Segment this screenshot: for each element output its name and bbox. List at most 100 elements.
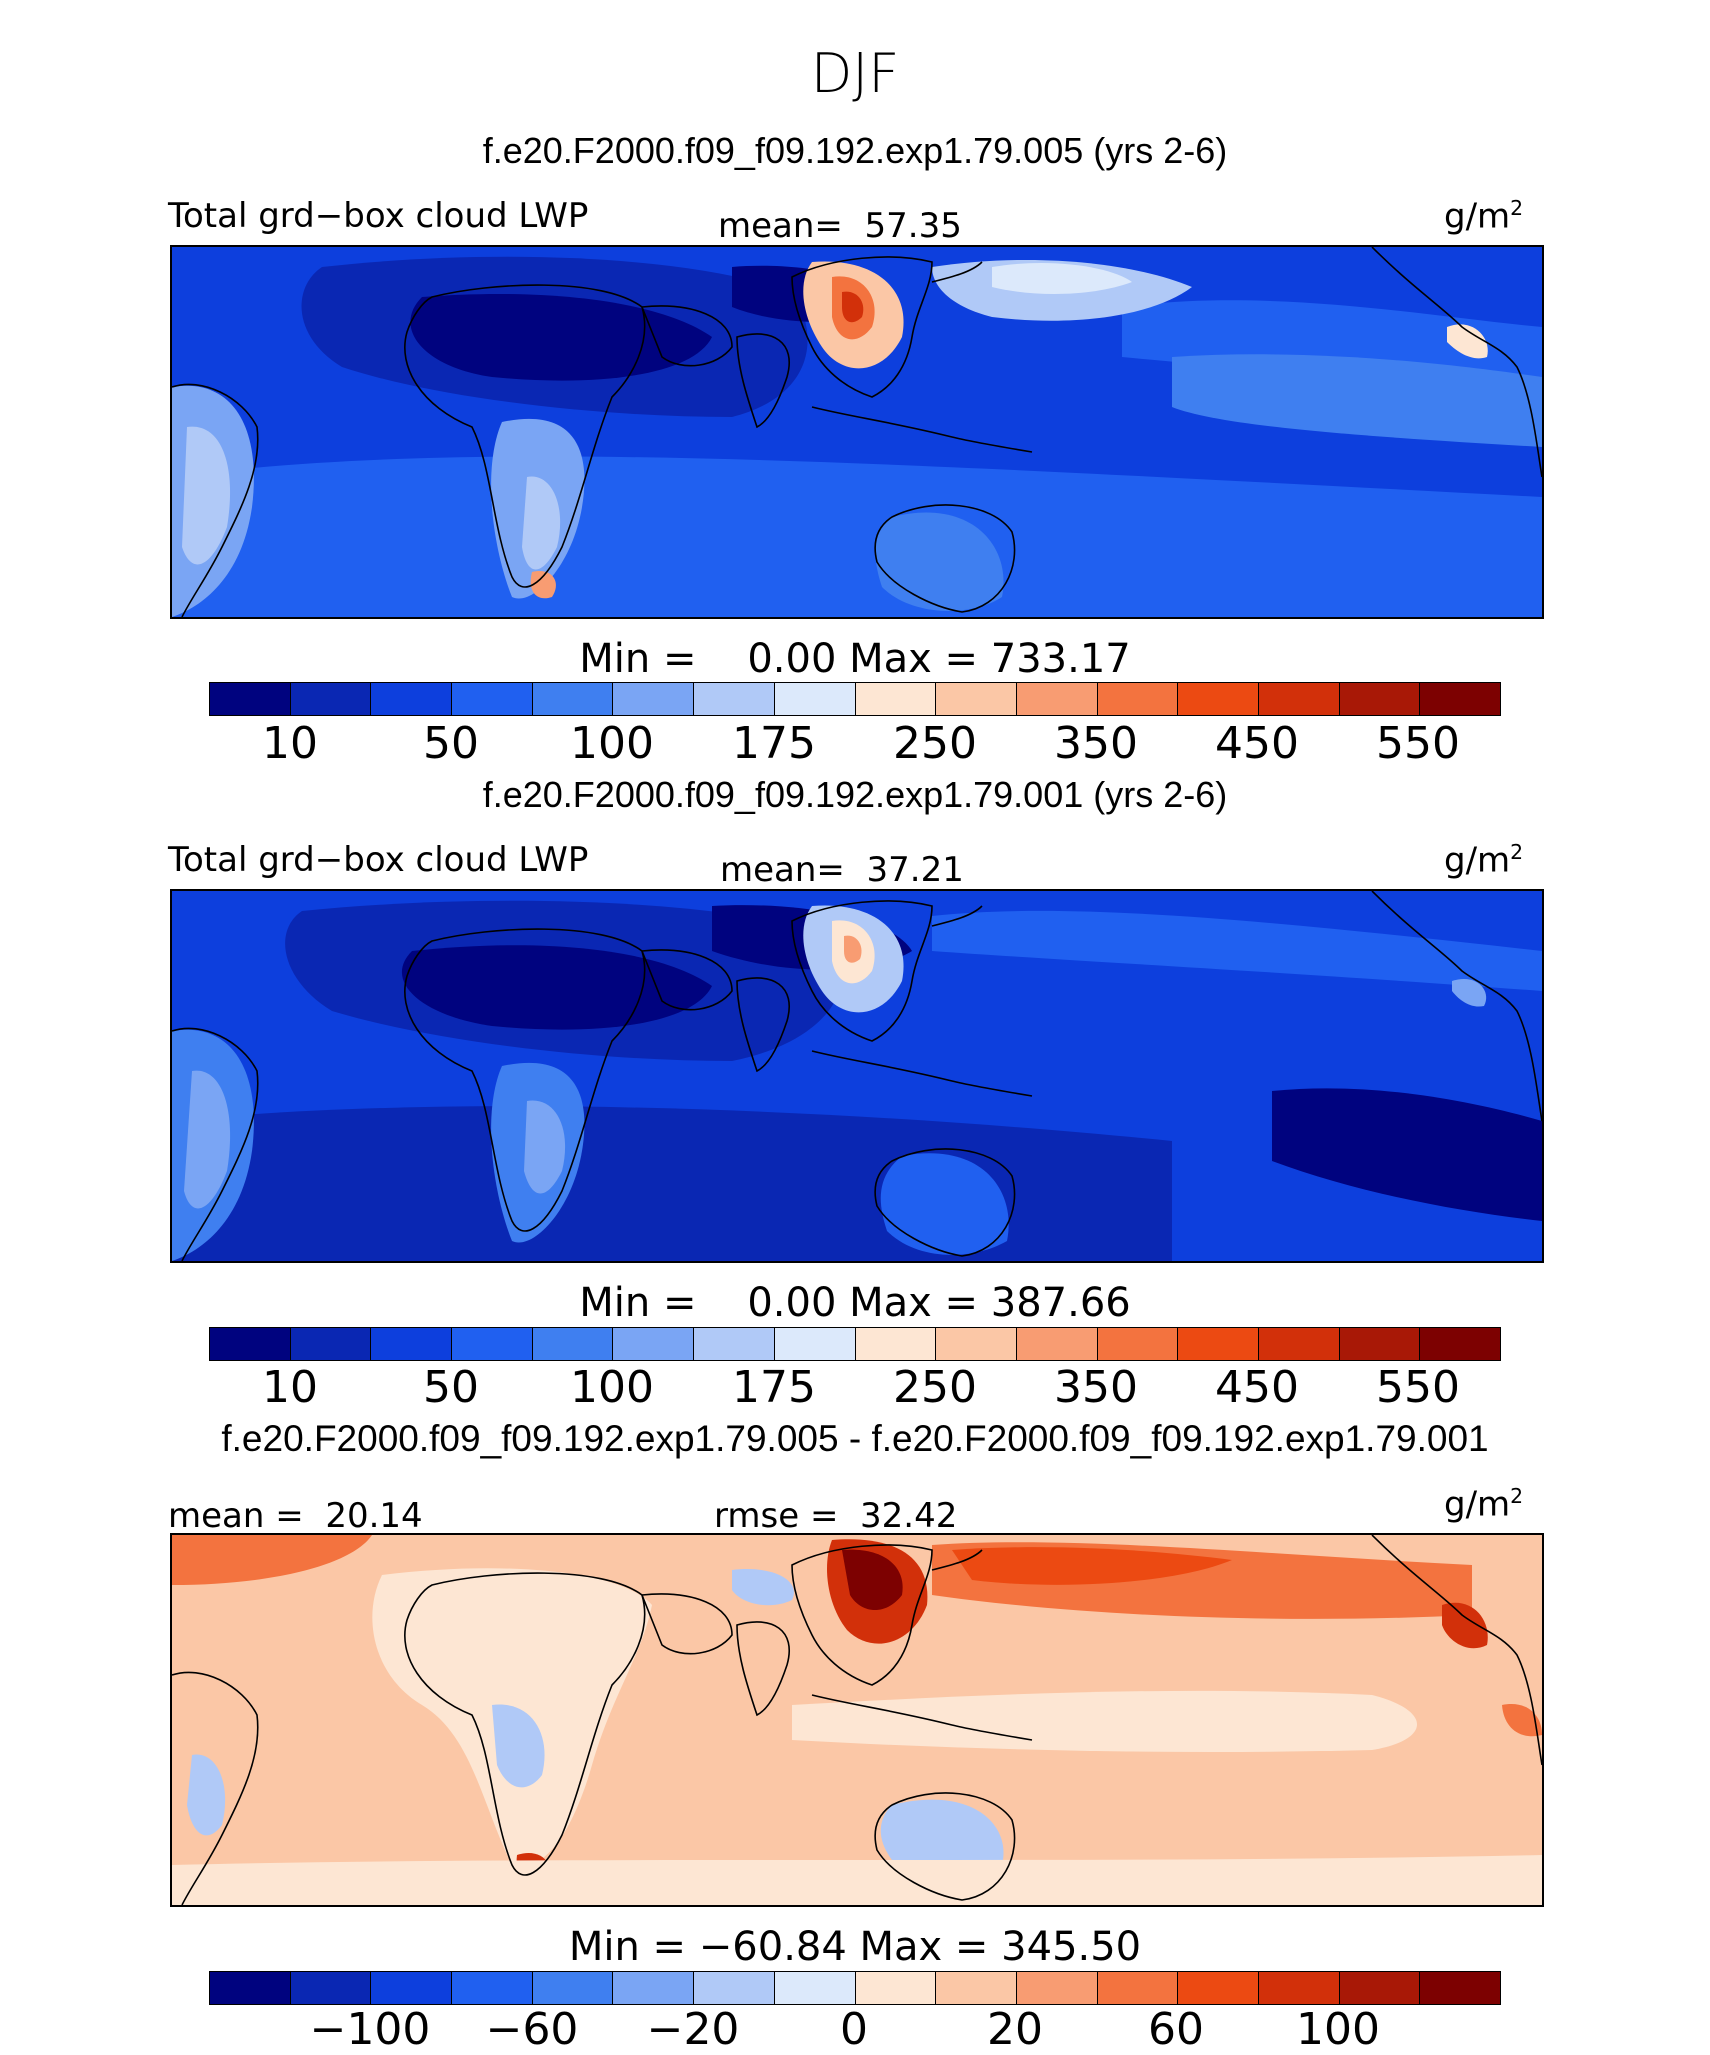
panel-3-colorbar-swatch	[290, 1972, 372, 2004]
panel-2-colorbar-swatch	[532, 1328, 614, 1360]
panel-3-band-arabia-blue	[732, 1569, 794, 1606]
panel-3-case-title: f.e20.F2000.f09_f09.192.exp1.79.005 - f.…	[221, 1418, 1489, 1459]
panel-1-coast-asia	[791, 256, 933, 398]
panel-3-band-north-atlantic	[172, 1535, 372, 1585]
panel-1-colorbar-swatch	[371, 683, 453, 715]
panel-1-colorbar-swatch	[1420, 683, 1500, 715]
panel-1-band-kuroshio-pale	[992, 262, 1132, 294]
panel-2-colorbar-swatch	[1016, 1328, 1098, 1360]
panel-2-colorbar-swatch	[1339, 1328, 1421, 1360]
panel-3-colorbar-tick-label: 100	[1296, 2004, 1380, 2055]
panel-3-coast-australia	[874, 1792, 1016, 1901]
panel-2-colorbar-swatch	[452, 1328, 533, 1360]
panel-1-colorbar-swatch	[855, 683, 937, 715]
panel-2-coast-indonesia	[811, 1050, 1033, 1097]
panel-2-coast-australia	[874, 1148, 1016, 1257]
panel-1-colorbar-swatch	[613, 683, 695, 715]
panel-1-colorbar-tick-label: 350	[1054, 718, 1138, 769]
panel-1-units-label: g/m2	[1444, 196, 1524, 237]
panel-1-colorbar-swatch	[1339, 683, 1421, 715]
panel-1-heatmap-map	[170, 245, 1544, 619]
panel-3-colorbar-swatch	[1258, 1972, 1340, 2004]
panel-3-coast-japan	[931, 1549, 983, 1571]
panel-3-units-label: g/m2	[1444, 1484, 1524, 1525]
panel-3-coast-arabia	[640, 1593, 733, 1655]
panel-3-band-tropical-pale	[792, 1690, 1417, 1752]
panel-2-colorbar-tick-label: 50	[423, 1362, 479, 1413]
panel-2-colorbar-swatch	[1420, 1328, 1500, 1360]
panel-1-band-pacific-blue	[1172, 354, 1542, 447]
panel-3-colorbar-swatch	[694, 1972, 775, 2004]
panel-2-band-australia	[880, 1153, 1009, 1255]
panel-2-units-label: g/m2	[1444, 840, 1524, 881]
panel-2-variable-label: Total grd−box cloud LWP	[168, 840, 589, 880]
panel-3-band-central-america	[1442, 1602, 1488, 1649]
panel-2-band-south-america-light	[184, 1070, 231, 1209]
panel-3-colorbar-swatch	[371, 1972, 453, 2004]
panel-1-colorbar-tick-label: 10	[262, 718, 318, 769]
panel-2-colorbar-tick-label: 175	[732, 1362, 816, 1413]
panel-3-rmse-label: rmse = 32.42	[714, 1496, 958, 1536]
panel-3-min-max-label: Min = −60.84 Max = 345.50	[568, 1924, 1142, 1970]
panel-1-colorbar-tick-label: 450	[1215, 718, 1299, 769]
panel-2-colorbar-tick-label: 350	[1054, 1362, 1138, 1413]
panel-2-band-south-ocean	[172, 1106, 1172, 1261]
panel-2-colorbar-tick-label: 100	[570, 1362, 654, 1413]
panel-1-colorbar-tick-label: 250	[893, 718, 977, 769]
panel-2-coast-arabia	[640, 949, 733, 1011]
panel-3-colorbar-swatch	[532, 1972, 614, 2004]
panel-2-colorbar-swatch	[1258, 1328, 1340, 1360]
panel-2-colorbar-swatch	[855, 1328, 937, 1360]
panel-3-colorbar-tick-label: 20	[987, 2004, 1043, 2055]
panel-1-coast-japan	[931, 261, 983, 283]
panel-3-band-south-america-blue	[187, 1754, 226, 1836]
panel-2-colorbar-swatch	[613, 1328, 695, 1360]
panel-3-colorbar-swatch	[1420, 1972, 1500, 2004]
panel-2-min-max-label: Min = 0.00 Max = 387.66	[579, 1280, 1131, 1326]
panel-3-colorbar-tick-label: −100	[309, 2004, 431, 2055]
panel-3-mean-label: mean = 20.14	[168, 1496, 423, 1536]
panel-3-coast-india	[736, 1621, 790, 1717]
panel-2-band-southern-africa-light	[524, 1100, 566, 1194]
panel-3-band-east-china-core	[842, 1549, 903, 1610]
panel-1-coast-south-america	[172, 383, 259, 617]
panel-3-coast-north-america	[1371, 1535, 1542, 1766]
panel-3-band-peru-coast	[1502, 1704, 1542, 1737]
panel-3-coast-asia	[791, 1544, 933, 1686]
panel-3-colorbar-swatch	[210, 1972, 291, 2004]
panel-1-colorbar-swatch	[1097, 683, 1179, 715]
panel-2-mean-label: mean= 37.21	[720, 850, 964, 890]
panel-1-colorbar-swatch	[1016, 683, 1098, 715]
panel-2-coast-south-america	[172, 1027, 259, 1261]
panel-1-colorbar-swatch	[290, 683, 372, 715]
panel-1-colorbar-swatch	[452, 683, 533, 715]
panel-3-colorbar-swatch	[452, 1972, 533, 2004]
panel-2-colorbar-tick-label: 550	[1376, 1362, 1460, 1413]
panel-2-colorbar-swatch	[290, 1328, 372, 1360]
page-title: DJF	[810, 42, 900, 105]
panel-2-band-central-america	[1452, 979, 1487, 1007]
panel-3-colorbar-swatch	[936, 1972, 1017, 2004]
panel-1-colorbar-tick-label: 100	[570, 718, 654, 769]
panel-3-colorbar-swatch	[1097, 1972, 1179, 2004]
panel-2-coast-asia	[791, 900, 933, 1042]
panel-1-coast-australia	[874, 504, 1016, 613]
panel-3-band-australia-blue	[880, 1799, 1004, 1880]
panel-2-coast-north-america	[1371, 891, 1542, 1122]
panel-1-colorbar-tick-label: 550	[1376, 718, 1460, 769]
panel-1-band-south-africa-coast	[530, 571, 556, 599]
panel-2-colorbar-tick-label: 450	[1215, 1362, 1299, 1413]
panel-1-colorbar-tick-label: 175	[732, 718, 816, 769]
panel-1-coast-north-america	[1371, 247, 1542, 478]
panel-3-colorbar	[209, 1971, 1501, 2005]
panel-3-colorbar-swatch	[774, 1972, 856, 2004]
panel-1-variable-label: Total grd−box cloud LWP	[168, 196, 589, 236]
panel-2-coast-japan	[931, 905, 983, 927]
panel-1-coast-indonesia	[811, 406, 1033, 453]
panel-1-colorbar-tick-label: 50	[423, 718, 479, 769]
panel-1-case-title: f.e20.F2000.f09_f09.192.exp1.79.005 (yrs…	[482, 130, 1228, 171]
panel-2-case-title: f.e20.F2000.f09_f09.192.exp1.79.001 (yrs…	[482, 774, 1228, 815]
panel-1-colorbar-swatch	[694, 683, 775, 715]
panel-2-colorbar-tick-label: 10	[262, 1362, 318, 1413]
panel-1-colorbar	[209, 682, 1501, 716]
